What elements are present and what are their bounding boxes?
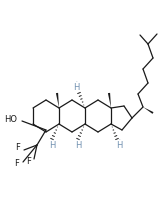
Text: F: F	[16, 143, 20, 152]
Text: ·: ·	[51, 138, 53, 142]
Polygon shape	[143, 107, 154, 114]
Polygon shape	[56, 93, 59, 108]
Text: ·: ·	[75, 80, 77, 85]
Text: F: F	[27, 157, 31, 166]
Text: H: H	[116, 140, 122, 150]
Text: HO: HO	[4, 114, 17, 124]
Text: H: H	[49, 140, 55, 150]
Polygon shape	[108, 93, 111, 108]
Text: H: H	[75, 140, 81, 150]
Text: H: H	[73, 83, 79, 91]
Text: ·: ·	[118, 138, 120, 142]
Text: F: F	[15, 160, 19, 168]
Text: ·: ·	[77, 138, 79, 142]
